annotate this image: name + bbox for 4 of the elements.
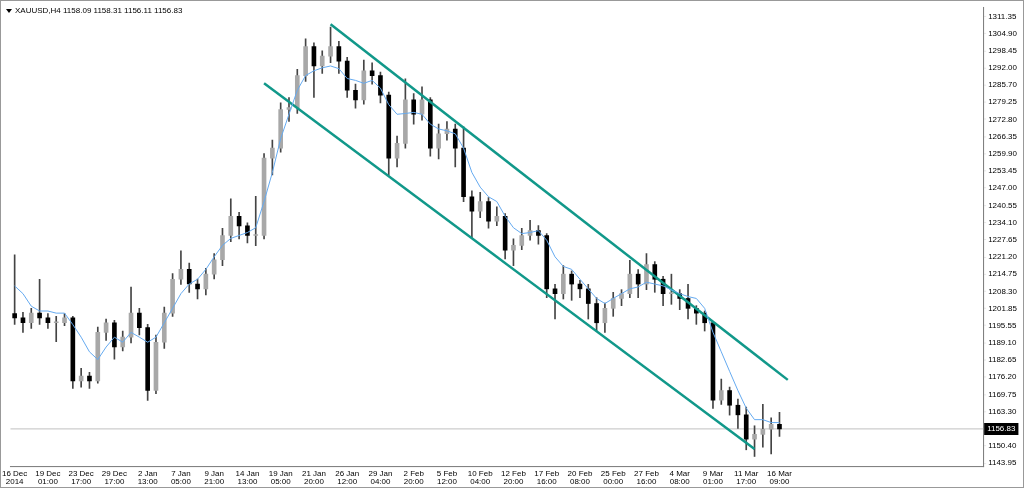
candlestick [768, 417, 774, 455]
candlestick [53, 316, 59, 343]
chart-title: XAUUSD,H4 1158.09 1158.31 1156.11 1156.83 [15, 6, 183, 15]
candlestick [253, 195, 259, 246]
